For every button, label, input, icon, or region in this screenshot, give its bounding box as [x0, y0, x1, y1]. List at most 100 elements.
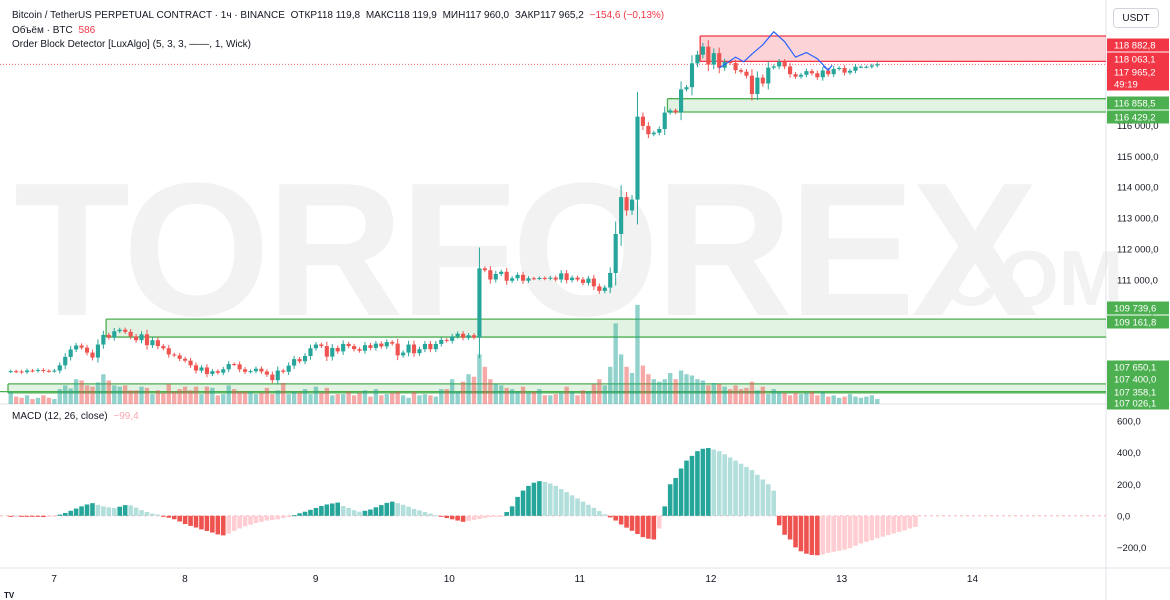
- order-block-bearish: [700, 36, 1106, 62]
- low-label: МИН: [442, 10, 466, 21]
- macd-bar: [809, 515, 815, 555]
- macd-bar: [853, 515, 858, 546]
- volume-bar: [548, 395, 553, 404]
- candle-body: [559, 273, 564, 280]
- volume-bar: [390, 392, 395, 404]
- forecast-arrowhead: [822, 64, 833, 72]
- candle-body: [744, 71, 749, 76]
- candle-body: [379, 343, 384, 347]
- legend-indicator-line[interactable]: Order Block Detector [LuxAlgo] (5, 3, 3,…: [12, 39, 251, 50]
- candle-body: [112, 331, 117, 338]
- volume-bar: [662, 379, 667, 404]
- macd-bar: [52, 515, 57, 517]
- candle-body: [330, 347, 335, 357]
- volume-bar: [798, 394, 804, 404]
- currency-button[interactable]: USDT: [1113, 8, 1159, 28]
- candle-body: [766, 67, 771, 84]
- macd-bar: [825, 515, 831, 553]
- candle-body: [123, 329, 128, 332]
- volume-bar: [755, 390, 760, 404]
- legend-macd-line[interactable]: MACD (12, 26, close) −99,4: [12, 411, 139, 422]
- volume-bar: [433, 396, 439, 404]
- volume-bar: [575, 395, 580, 404]
- price-axis-tick: 114 000,0: [1117, 183, 1159, 194]
- candle-body: [602, 287, 607, 291]
- candle-body: [406, 344, 411, 353]
- candle-body: [749, 75, 754, 95]
- macd-bar: [280, 515, 286, 519]
- candle-body: [210, 371, 215, 374]
- price-axis-tick: 111 000,0: [1117, 276, 1158, 287]
- volume-bar: [400, 395, 406, 404]
- candle-body: [346, 343, 351, 347]
- candle-body: [117, 329, 122, 332]
- order-block-bullish: [106, 319, 1107, 338]
- macd-bar: [607, 515, 613, 518]
- candle-body: [221, 369, 226, 373]
- candle-body: [809, 71, 814, 74]
- volume-label: Объём · BTC: [12, 25, 73, 36]
- candle-body: [553, 277, 558, 280]
- price-label-bg: [1107, 77, 1169, 91]
- price-label-bg: [1107, 110, 1169, 124]
- volume-bar: [41, 395, 46, 404]
- macd-bar: [656, 515, 662, 529]
- candle-body: [858, 66, 863, 68]
- candle-body: [711, 53, 716, 65]
- macd-axis-tick: −200,0: [1117, 543, 1146, 554]
- macd-bar: [531, 482, 537, 516]
- volume-bar: [831, 395, 836, 404]
- volume-bar: [782, 392, 787, 404]
- candle-body: [362, 345, 368, 351]
- volume-bar: [30, 399, 35, 404]
- candle-body: [384, 342, 389, 347]
- volume-bar: [657, 381, 662, 404]
- volume-bar: [84, 385, 90, 404]
- volume-bar: [264, 387, 270, 404]
- legend-volume-line[interactable]: Объём · BTC 586: [12, 25, 95, 36]
- candle-body: [253, 368, 259, 372]
- volume-bar: [68, 388, 73, 404]
- symbol-title[interactable]: Bitcoin / TetherUS PERPETUAL CONTRACT · …: [12, 10, 285, 21]
- macd-bar: [765, 484, 771, 516]
- volume-bar: [460, 381, 466, 404]
- macd-bar: [231, 515, 237, 531]
- tradingview-logo[interactable]: TV: [4, 591, 15, 600]
- volume-bar: [101, 374, 106, 404]
- macd-bar: [210, 515, 215, 533]
- macd-bar: [689, 455, 695, 516]
- volume-bar: [602, 385, 607, 404]
- volume-bar: [117, 386, 122, 404]
- macd-bar: [820, 515, 826, 555]
- candle-body: [319, 344, 324, 347]
- macd-bar: [874, 515, 880, 539]
- macd-bar: [182, 515, 188, 525]
- macd-bar: [700, 448, 706, 516]
- macd-bar: [662, 506, 668, 516]
- macd-bar: [586, 504, 591, 516]
- candle-body: [395, 343, 400, 356]
- macd-bar: [242, 515, 248, 527]
- candle-body: [520, 274, 526, 281]
- volume-bar: [57, 389, 62, 404]
- candle-body: [570, 277, 575, 281]
- candle-body: [166, 348, 171, 355]
- price-label: 116 858,5: [1114, 99, 1156, 110]
- order-block-bullish: [8, 383, 1106, 393]
- order-block-bullish: [667, 98, 1106, 112]
- volume-bar: [722, 386, 727, 404]
- macd-bar: [466, 515, 471, 521]
- macd-bar: [504, 512, 509, 516]
- volume-bar: [488, 379, 493, 404]
- candle-body: [275, 370, 280, 381]
- macd-bar: [776, 515, 782, 526]
- volume-bar: [771, 389, 776, 404]
- price-label: 118 882,8: [1114, 41, 1156, 52]
- macd-bar: [95, 504, 101, 516]
- macd-bar: [651, 515, 657, 540]
- macd-bar: [449, 515, 455, 520]
- macd-bar: [896, 515, 902, 532]
- candle-body: [193, 365, 199, 371]
- macd-bar: [635, 515, 640, 534]
